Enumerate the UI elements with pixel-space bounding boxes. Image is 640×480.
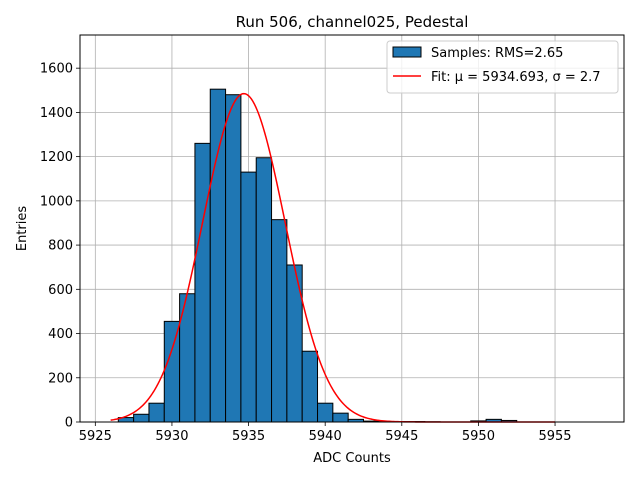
y-tick-label: 800: [48, 239, 73, 254]
x-tick-label: 5945: [385, 429, 418, 444]
histogram-bar: [301, 350, 319, 423]
x-tick-label: 5925: [79, 429, 112, 444]
legend-label-fit: Fit: μ = 5934.693, σ = 2.7: [431, 70, 601, 85]
y-tick-label: 200: [48, 371, 73, 386]
y-tick-label: 1000: [40, 194, 73, 209]
plot-frame: [79, 34, 625, 423]
y-axis-title: Entries: [15, 206, 30, 252]
histogram-bar: [317, 402, 334, 423]
y-tick-label: 1200: [40, 150, 73, 165]
y-tick-label: 600: [48, 283, 73, 298]
histogram-bar: [163, 320, 181, 423]
y-tick-label: 1600: [40, 62, 73, 77]
histogram-bar: [194, 142, 211, 423]
y-tick-label: 400: [48, 327, 73, 342]
legend-box: [386, 40, 619, 94]
histogram-bars: [117, 88, 518, 423]
x-tick-label: 5940: [309, 429, 342, 444]
legend-label-samples: Samples: RMS=2.65: [431, 46, 563, 61]
histogram-bar: [255, 157, 273, 423]
x-axis-title: ADC Counts: [313, 451, 391, 466]
x-tick-label: 5935: [232, 429, 265, 444]
histogram-bar: [332, 412, 349, 423]
legend-swatch-samples: [392, 46, 422, 58]
y-tick-label: 1400: [40, 106, 73, 121]
histogram-bar: [225, 94, 242, 423]
histogram-bar: [271, 219, 288, 423]
x-tick-label: 5950: [462, 429, 495, 444]
histogram-bar: [133, 413, 150, 423]
histogram-bar: [148, 402, 165, 423]
chart-title: Run 506, channel025, Pedestal: [236, 13, 469, 31]
legend: Samples: RMS=2.65 Fit: μ = 5934.693, σ =…: [386, 40, 619, 94]
y-tick-label: 0: [65, 416, 73, 431]
histogram-bar: [240, 171, 257, 423]
histogram-bar: [209, 88, 227, 423]
x-tick-label: 5930: [155, 429, 188, 444]
x-axis-ticks: 5925 5930 5935 5940 5945 5950 5955: [79, 422, 572, 444]
y-axis-ticks: 0 200 400 600 800 1000 1200 1400 1600: [40, 62, 80, 431]
x-tick-label: 5955: [538, 429, 571, 444]
